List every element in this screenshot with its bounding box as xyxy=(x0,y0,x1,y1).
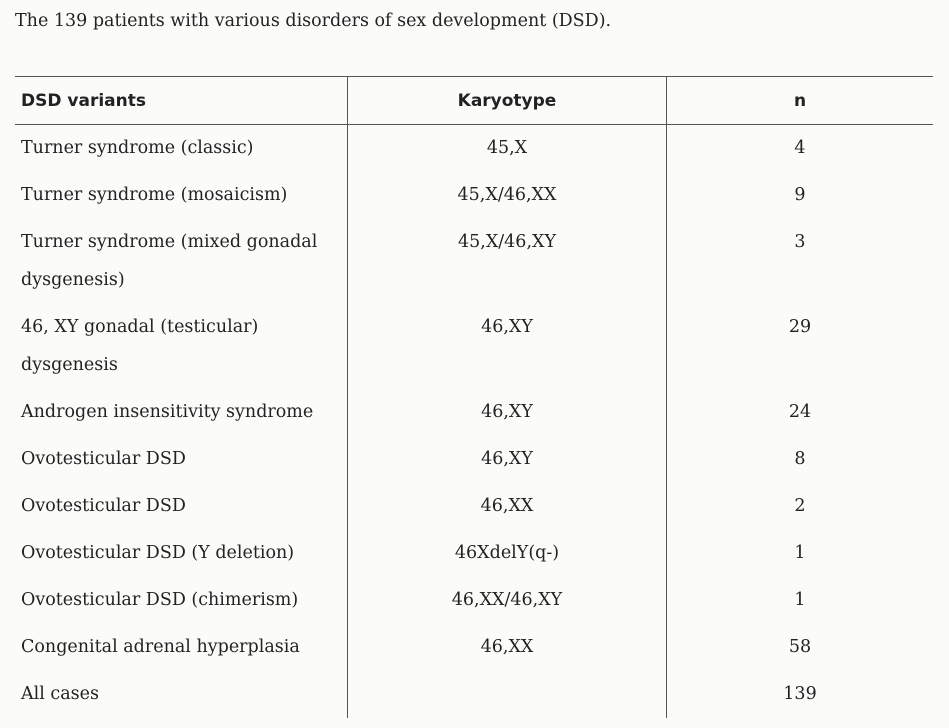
cell: Ovotesticular DSD (chimerism) xyxy=(21,590,299,610)
cell: 46,XX xyxy=(347,624,667,671)
table-row: Androgen insensitivity syndrome 46,XY 24 xyxy=(15,389,933,436)
cell: Ovotesticular DSD xyxy=(21,449,186,469)
cell: 9 xyxy=(666,172,933,219)
cell: Turner syndrome (mosaicism) xyxy=(21,185,288,205)
table-row: All cases 139 xyxy=(15,671,933,718)
cell: 1 xyxy=(666,530,933,577)
cell: 46,XX/46,XY xyxy=(347,577,667,624)
cell: 46,XY xyxy=(347,389,667,436)
cell: 1 xyxy=(666,577,933,624)
table-row: Ovotesticular DSD 46,XX 2 xyxy=(15,483,933,530)
cell: 29 xyxy=(666,304,933,389)
cell: 139 xyxy=(666,671,933,718)
cell: Turner syndrome (mixed gonadal dysgenesi… xyxy=(21,232,318,290)
cell: 58 xyxy=(666,624,933,671)
cell: All cases xyxy=(21,684,99,704)
table-row: Congenital adrenal hyperplasia 46,XX 58 xyxy=(15,624,933,671)
table-row: Turner syndrome (mosaicism) 45,X/46,XX 9 xyxy=(15,172,933,219)
cell: Ovotesticular DSD (Y deletion) xyxy=(21,543,295,563)
table-row: Ovotesticular DSD (chimerism) 46,XX/46,XY… xyxy=(15,577,933,624)
cell: 46,XY xyxy=(347,304,667,389)
cell: Ovotesticular DSD xyxy=(21,496,186,516)
cell: 4 xyxy=(666,124,933,172)
cell: Turner syndrome (classic) xyxy=(21,138,254,158)
cell: 2 xyxy=(666,483,933,530)
cell: Androgen insensitivity syndrome xyxy=(21,402,314,422)
table-row: Turner syndrome (mixed gonadal dysgenesi… xyxy=(15,219,933,304)
table-row: Turner syndrome (classic) 45,X 4 xyxy=(15,124,933,172)
cell: 45,X/46,XX xyxy=(347,172,667,219)
cell: 8 xyxy=(666,436,933,483)
table-row: Ovotesticular DSD (Y deletion) 46XdelY(q-… xyxy=(15,530,933,577)
cell: 46, XY gonadal (testicular) dysgenesis xyxy=(21,317,259,375)
table: DSD variants Karyotype n Turner syndrome… xyxy=(15,76,933,718)
cell: 3 xyxy=(666,219,933,304)
cell: 46,XY xyxy=(347,436,667,483)
cell: 45,X xyxy=(347,124,667,172)
table-row: Ovotesticular DSD 46,XY 8 xyxy=(15,436,933,483)
header-cell: Karyotype xyxy=(347,76,667,125)
header-cell: DSD variants xyxy=(15,76,348,125)
header-cell: n xyxy=(666,76,933,125)
table-body: Turner syndrome (classic) 45,X 4 Turner syn… xyxy=(15,124,933,718)
table-row: 46, XY gonadal (testicular) dysgenesis 46… xyxy=(15,304,933,389)
caption: The 139 patients with various disorders … xyxy=(15,11,612,31)
cell: 45,X/46,XY xyxy=(347,219,667,304)
header-row: DSD variants Karyotype n xyxy=(15,76,933,125)
cell: 46,XX xyxy=(347,483,667,530)
cell xyxy=(347,671,667,718)
cell: 46XdelY(q-) xyxy=(347,530,667,577)
cell: Congenital adrenal hyperplasia xyxy=(21,637,300,657)
cell: 24 xyxy=(666,389,933,436)
